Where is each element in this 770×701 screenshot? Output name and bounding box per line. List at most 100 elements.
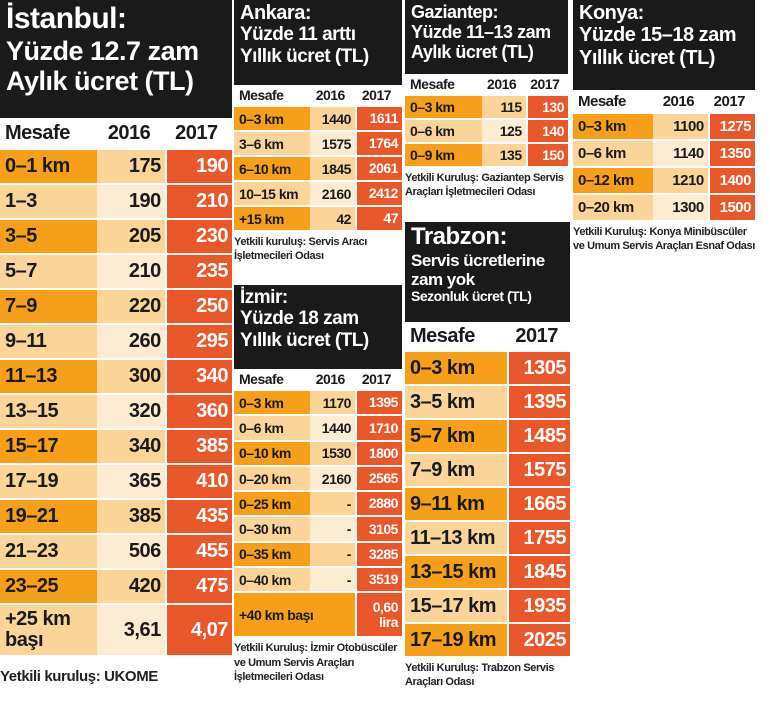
title-line: Yüzde 11 arttı — [240, 24, 356, 46]
row-value: 320 — [97, 395, 165, 428]
data-row: 0–6 km 1440 1710 — [234, 416, 402, 442]
row-value: 190 — [164, 150, 232, 183]
title-line: Trabzon: — [411, 223, 508, 250]
header-cell: 2016 — [107, 121, 151, 144]
row-value: 230 — [164, 220, 232, 253]
row-label: 0–30 km — [239, 521, 291, 538]
title-box: İzmir: Yüzde 18 zam Yıllık ücret (TL) — [234, 285, 402, 369]
row-value: 300 — [97, 360, 165, 393]
row-value: - — [309, 517, 355, 541]
row-value: 340 — [164, 360, 232, 393]
row-value: 385 — [164, 430, 232, 463]
row-value: 0,60 lira — [354, 593, 402, 637]
source-note: Yetkili kuruluş: UKOME — [0, 667, 232, 687]
row-value: 2160 — [309, 182, 355, 205]
row-label: 5–7 — [5, 260, 37, 282]
row-value: - — [309, 542, 355, 567]
header-cell: 2016 — [487, 76, 517, 92]
source-note: Yetkili kuruluş: Servis Aracı İşletmecile… — [234, 235, 402, 264]
row-label: 0–10 km — [239, 445, 291, 462]
data-row: 3–5 km 1395 — [405, 386, 570, 420]
data-row: 0–40 km -3519 — [234, 568, 402, 594]
row-value: 140 — [525, 120, 568, 142]
row-label: 0–9 km — [410, 147, 455, 163]
row-value: 1440 — [309, 107, 355, 130]
row-value: 295 — [164, 325, 232, 358]
data-row: 13–15 km 1845 — [405, 556, 570, 590]
row-value: 1575 — [507, 454, 570, 486]
row-value: 1665 — [507, 488, 570, 520]
header-cell: Mesafe — [410, 324, 475, 347]
table-konya: Konya: Yüzde 15–18 zam Yıllık ücret (TL) Me… — [573, 0, 755, 254]
row-label: 15–17 km — [410, 594, 497, 617]
source-line: İşletmecileri Odası — [234, 250, 324, 263]
title-line: Ankara: — [240, 2, 311, 24]
row-value: 3519 — [354, 568, 402, 592]
table-trabzon: Trabzon: Servis ücretlerine zam yok Sezonlu… — [405, 222, 570, 690]
row-value: 435 — [164, 500, 232, 533]
row-value: 205 — [97, 220, 165, 253]
data-row: 0–30 km -3105 — [234, 517, 402, 543]
row-value: 1100 — [653, 114, 708, 139]
title-line: Aylık ücret (TL) — [411, 42, 534, 63]
data-row: 21–23 506 455 — [0, 535, 232, 570]
row-value: 1530 — [309, 441, 355, 465]
row-value: 1800 — [354, 441, 402, 465]
title-box: Trabzon: Servis ücretlerine zam yok Sezonlu… — [405, 222, 570, 322]
source-line: ve Umum Servis Araçları — [234, 656, 355, 669]
data-row: 5–7 km 1485 — [405, 420, 570, 454]
row-label: 0–6 km — [578, 145, 626, 162]
header-cell: 2017 — [530, 76, 560, 92]
header-cell: 2017 — [361, 371, 392, 387]
title-line: Yüzde 11–13 zam — [411, 22, 551, 43]
header-cell: Mesafe — [5, 121, 70, 144]
source-line: Yetkili kuruluş: Servis Aracı — [234, 236, 367, 248]
row-label: 1–3 — [5, 190, 37, 212]
header-cell: Mesafe — [239, 371, 284, 387]
row-label: 9–11 km — [410, 492, 485, 515]
row-value: 220 — [97, 290, 165, 323]
data-row: 5–7 210 235 — [0, 255, 232, 290]
row-value: 1845 — [309, 157, 355, 180]
row-label: 0–6 km — [239, 419, 284, 436]
row-value: 235 — [164, 255, 232, 288]
row-value: 210 — [164, 185, 232, 218]
row-value: 125 — [481, 120, 526, 142]
header-row: Mesafe 2016 2017 — [234, 85, 402, 107]
row-value: 1170 — [309, 391, 355, 415]
row-value: 475 — [164, 570, 232, 603]
row-label: 0–25 km — [239, 495, 291, 512]
title-box: İstanbul: Yüzde 12.7 zam Aylık ücret (TL) — [0, 0, 232, 118]
row-value: 1395 — [507, 386, 570, 418]
table-izmir: İzmir: Yüzde 18 zam Yıllık ücret (TL) Mesaf… — [234, 285, 402, 684]
data-row: 0–35 km -3285 — [234, 542, 402, 569]
data-row: 17–19 365 410 — [0, 465, 232, 500]
data-row: 0–3 km 1440 1611 — [234, 107, 402, 132]
row-value: 47 — [354, 207, 402, 230]
data-row: +40 km başı 0,60 lira — [234, 593, 402, 639]
table-gaziantep: Gaziantep: Yüzde 11–13 zam Aylık ücret (TL… — [405, 0, 568, 200]
row-label: 11–13 km — [410, 526, 495, 549]
row-value: 1500 — [707, 195, 755, 220]
data-row: 10–15 km 2160 2412 — [234, 182, 402, 207]
row-label: 5–7 km — [410, 424, 475, 447]
table-ankara: Ankara: Yüzde 11 arttı Yıllık ücret (TL) Me… — [234, 0, 402, 264]
row-value: 1140 — [653, 141, 708, 166]
header-row: Mesafe 2016 2017 — [234, 369, 402, 391]
data-row: 0–3 km 1100 1275 — [573, 114, 755, 141]
row-value: 410 — [164, 465, 232, 498]
row-value: 1395 — [354, 391, 402, 415]
data-row: 0–20 km 1300 1500 — [573, 195, 755, 222]
data-row: 7–9 km 1575 — [405, 454, 570, 488]
row-value: 4,07 — [164, 605, 232, 655]
row-value: 115 — [481, 96, 526, 118]
row-value: 2025 — [507, 624, 570, 656]
row-label: 0–35 km — [239, 546, 291, 563]
row-value: 1935 — [507, 590, 570, 622]
row-label: 19–21 — [5, 505, 59, 527]
row-value: 1710 — [354, 416, 402, 440]
data-row: 0–10 km 1530 1800 — [234, 441, 402, 467]
header-cell: Mesafe — [578, 92, 626, 110]
header-cell: Mesafe — [239, 87, 284, 103]
